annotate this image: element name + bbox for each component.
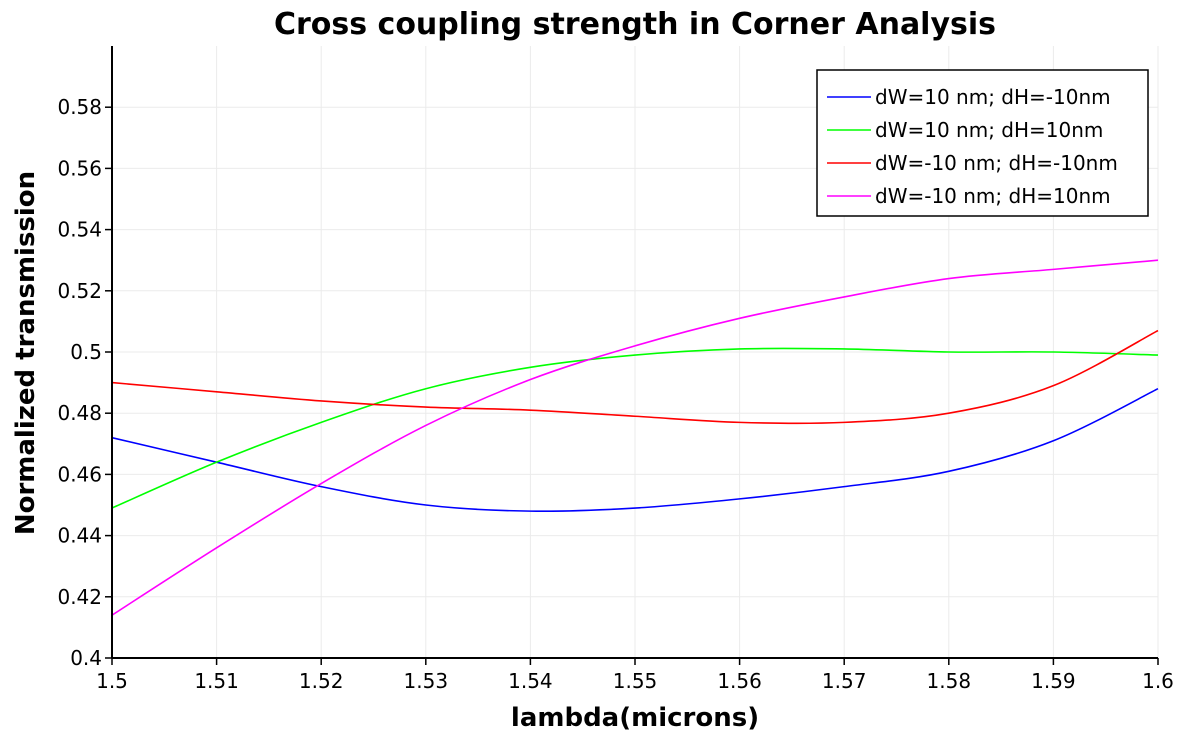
y-axis-label: Normalized transmission [11,171,41,535]
legend-box [816,69,1149,217]
x-tick-label: 1.57 [822,669,867,693]
y-tick-label: 0.44 [57,524,102,548]
x-tick-label: 1.54 [508,669,553,693]
y-tick-label: 0.42 [57,585,102,609]
x-tick-label: 1.51 [194,669,239,693]
y-tick-label: 0.52 [57,279,102,303]
legend: dW=10 nm; dH=-10nm dW=10 nm; dH=10nm dW=-1… [816,69,1149,217]
tick-labels: 1.5 1.51 1.52 1.53 1.54 1.55 1.56 1.57 1.58 1.59 1… [57,95,1173,693]
x-tick-label: 1.52 [299,669,344,693]
series-line-1 [111,388,1159,513]
series-lines [111,259,1159,616]
axes [105,46,1159,665]
x-tick-label: 1.6 [1142,669,1174,693]
legend-entry: dW=-10 nm; dH=-10nm [875,151,1118,175]
y-tick-label: 0.5 [70,340,102,364]
y-tick-label: 0.58 [57,95,102,119]
x-tick-label: 1.55 [613,669,658,693]
series-line-2 [111,347,1159,509]
x-tick-label: 1.59 [1031,669,1076,693]
y-tick-label: 0.54 [57,218,102,242]
y-tick-label: 0.48 [57,401,102,425]
x-axis-label: lambda(microns) [511,703,759,733]
legend-entry: dW=10 nm; dH=-10nm [875,85,1111,109]
series-line-3 [111,329,1159,425]
legend-entry: dW=10 nm; dH=10nm [875,118,1103,142]
x-tick-label: 1.53 [404,669,449,693]
legend-entry: dW=-10 nm; dH=10nm [875,184,1111,208]
y-tick-label: 0.56 [57,156,102,180]
x-tick-label: 1.5 [96,669,128,693]
x-tick-label: 1.58 [927,669,972,693]
y-tick-label: 0.4 [70,646,102,670]
x-tick-label: 1.56 [717,669,762,693]
series-line-4 [111,259,1159,616]
y-tick-label: 0.46 [57,462,102,486]
chart-title: Cross coupling strength in Corner Analys… [274,7,996,42]
